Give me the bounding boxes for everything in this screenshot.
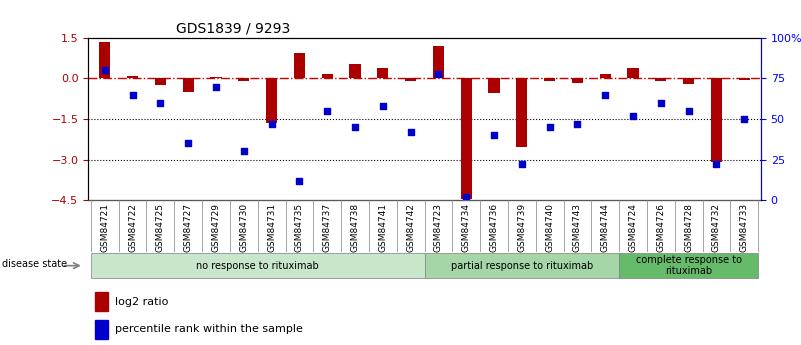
- Text: GSM84737: GSM84737: [323, 203, 332, 252]
- Text: GSM84744: GSM84744: [601, 203, 610, 252]
- Point: [405, 129, 417, 135]
- Bar: [127, 76, 138, 79]
- Point: [543, 125, 556, 130]
- Point: [654, 100, 667, 106]
- Text: GSM84738: GSM84738: [351, 203, 360, 252]
- Point: [599, 92, 612, 98]
- Bar: [544, 79, 555, 81]
- Point: [265, 121, 278, 127]
- Point: [460, 194, 473, 200]
- Text: GSM84733: GSM84733: [740, 203, 749, 252]
- FancyBboxPatch shape: [91, 253, 425, 278]
- Bar: [238, 79, 249, 81]
- Bar: [517, 79, 527, 147]
- Bar: [95, 320, 108, 339]
- Text: GSM84727: GSM84727: [183, 203, 193, 252]
- Text: GSM84729: GSM84729: [211, 203, 220, 252]
- Bar: [655, 79, 666, 81]
- Point: [488, 132, 501, 138]
- Bar: [322, 75, 332, 79]
- Text: GSM84728: GSM84728: [684, 203, 693, 252]
- Text: GSM84736: GSM84736: [489, 203, 498, 252]
- Bar: [683, 79, 694, 84]
- Point: [376, 103, 389, 109]
- Point: [210, 84, 223, 89]
- Text: GSM84726: GSM84726: [656, 203, 666, 252]
- Point: [710, 162, 723, 167]
- Text: complete response to
rituximab: complete response to rituximab: [636, 255, 742, 276]
- Point: [99, 68, 111, 73]
- Text: disease state: disease state: [2, 259, 67, 269]
- Point: [626, 113, 639, 119]
- Point: [515, 162, 528, 167]
- Bar: [739, 79, 750, 80]
- Text: GDS1839 / 9293: GDS1839 / 9293: [175, 21, 290, 36]
- Point: [571, 121, 584, 127]
- Point: [127, 92, 139, 98]
- Point: [154, 100, 167, 106]
- Text: GSM84743: GSM84743: [573, 203, 582, 252]
- Point: [237, 149, 250, 154]
- Text: GSM84735: GSM84735: [295, 203, 304, 252]
- Text: GSM84724: GSM84724: [629, 203, 638, 252]
- Bar: [377, 68, 388, 79]
- Bar: [433, 46, 444, 79]
- FancyBboxPatch shape: [619, 253, 759, 278]
- Bar: [294, 53, 305, 79]
- Bar: [461, 79, 472, 199]
- Text: GSM84731: GSM84731: [267, 203, 276, 252]
- Text: log2 ratio: log2 ratio: [115, 297, 168, 306]
- Text: GSM84721: GSM84721: [100, 203, 109, 252]
- Bar: [211, 77, 222, 79]
- Text: GSM84740: GSM84740: [545, 203, 554, 252]
- Bar: [489, 79, 500, 93]
- Text: GSM84730: GSM84730: [239, 203, 248, 252]
- Bar: [99, 42, 111, 79]
- Text: GSM84741: GSM84741: [378, 203, 388, 252]
- Text: GSM84725: GSM84725: [156, 203, 165, 252]
- FancyBboxPatch shape: [425, 253, 619, 278]
- Bar: [627, 68, 638, 79]
- Point: [348, 125, 361, 130]
- Bar: [155, 79, 166, 85]
- Bar: [600, 75, 611, 79]
- Bar: [405, 79, 417, 81]
- Text: no response to rituximab: no response to rituximab: [196, 261, 319, 270]
- Text: GSM84742: GSM84742: [406, 203, 415, 252]
- Point: [738, 116, 751, 122]
- Text: percentile rank within the sample: percentile rank within the sample: [115, 325, 303, 334]
- Bar: [711, 79, 722, 162]
- Text: GSM84722: GSM84722: [128, 203, 137, 252]
- Bar: [349, 63, 360, 79]
- Point: [682, 108, 695, 114]
- Point: [182, 141, 195, 146]
- Bar: [266, 79, 277, 123]
- Bar: [183, 79, 194, 92]
- Point: [321, 108, 334, 114]
- Bar: [95, 292, 108, 311]
- Text: GSM84723: GSM84723: [434, 203, 443, 252]
- Text: GSM84732: GSM84732: [712, 203, 721, 252]
- Text: GSM84734: GSM84734: [461, 203, 471, 252]
- Point: [432, 71, 445, 76]
- Text: partial response to rituximab: partial response to rituximab: [451, 261, 593, 270]
- Bar: [572, 79, 583, 82]
- Text: GSM84739: GSM84739: [517, 203, 526, 252]
- Point: [293, 178, 306, 184]
